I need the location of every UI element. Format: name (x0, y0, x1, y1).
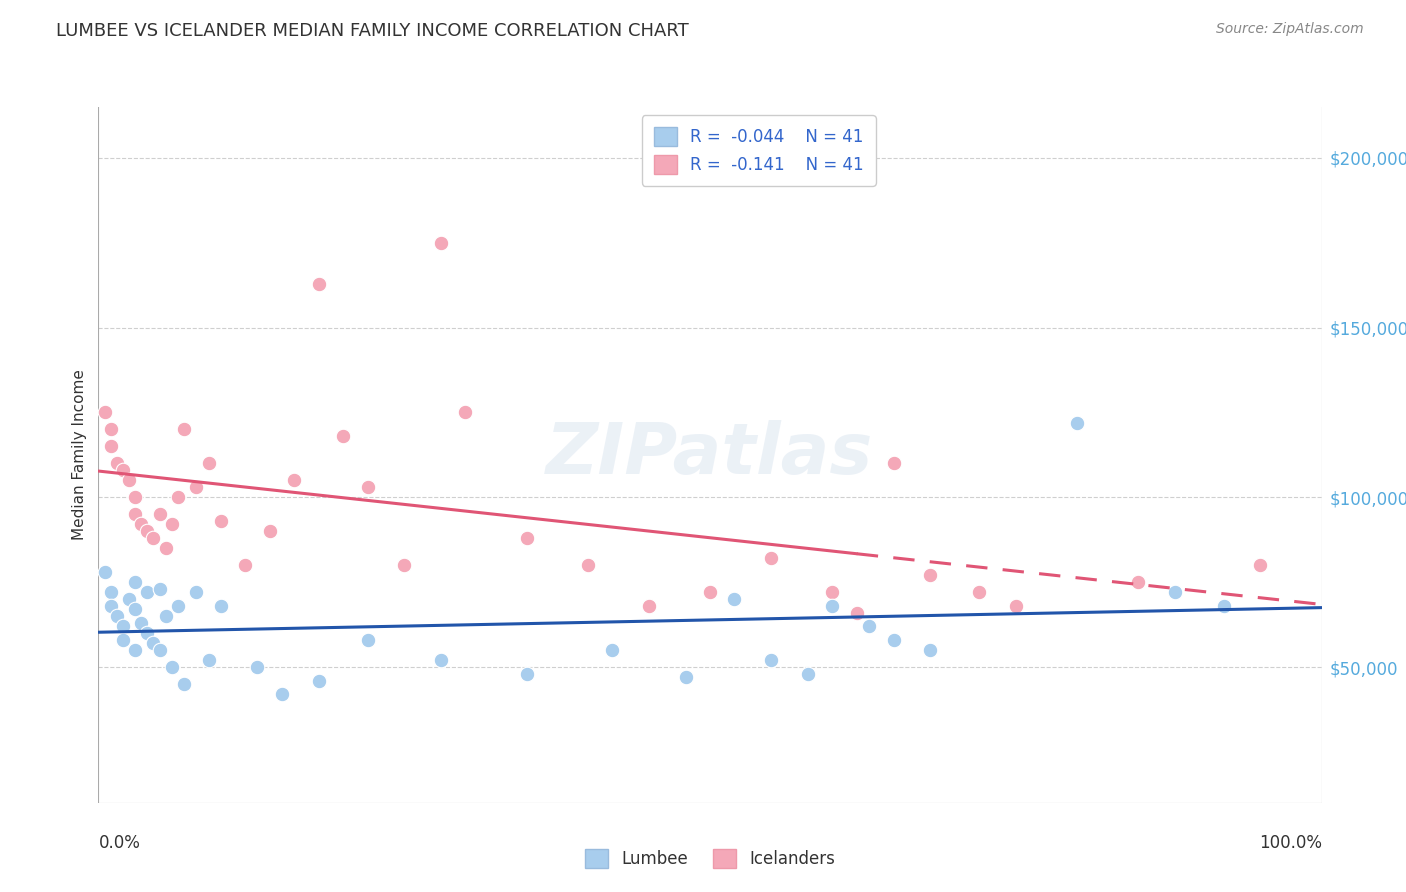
Point (160, 660, 183, 674)
Point (1128, 575, 1150, 590)
Point (675, 670, 697, 684)
Point (1164, 585, 1187, 599)
Point (356, 632, 378, 647)
Point (93, 405, 115, 419)
Point (105, 457, 128, 471)
Point (821, 599, 844, 613)
Point (454, 405, 477, 419)
Point (118, 474, 141, 488)
Point (209, 514, 232, 528)
Point (600, 643, 623, 657)
Point (124, 575, 146, 590)
Text: Source: ZipAtlas.com: Source: ZipAtlas.com (1216, 22, 1364, 37)
Point (883, 632, 905, 647)
Point (111, 632, 134, 647)
Point (920, 568, 942, 582)
Point (761, 653, 783, 667)
Point (283, 474, 305, 488)
Point (136, 524, 159, 539)
Point (118, 592, 141, 607)
Point (93, 565, 115, 579)
Point (197, 653, 219, 667)
Point (100, 422, 122, 436)
Point (111, 619, 134, 633)
Point (430, 653, 453, 667)
Point (136, 585, 159, 599)
Point (515, 531, 537, 545)
Legend: Lumbee, Icelanders: Lumbee, Icelanders (578, 842, 842, 874)
Point (259, 524, 281, 539)
Point (149, 508, 172, 522)
Point (332, 429, 354, 443)
Text: 0.0%: 0.0% (98, 834, 141, 852)
Point (167, 599, 190, 613)
Point (197, 457, 219, 471)
Point (124, 491, 146, 505)
Point (136, 626, 159, 640)
Point (105, 609, 128, 624)
Point (858, 619, 880, 633)
Point (149, 582, 172, 596)
Point (173, 677, 195, 691)
Point (356, 480, 378, 494)
Point (797, 666, 820, 681)
Point (308, 277, 330, 291)
Point (209, 599, 232, 613)
Point (186, 585, 208, 599)
Point (699, 585, 721, 599)
Point (308, 673, 330, 688)
Point (246, 660, 269, 674)
Text: ZIPatlas: ZIPatlas (547, 420, 873, 490)
Point (129, 615, 152, 630)
Point (1212, 599, 1234, 613)
Point (1249, 558, 1271, 573)
Point (149, 643, 172, 657)
Point (129, 517, 152, 532)
Point (142, 531, 165, 545)
Point (233, 558, 256, 573)
Point (124, 508, 146, 522)
Point (111, 463, 134, 477)
Point (100, 599, 122, 613)
Point (155, 609, 177, 624)
Point (186, 480, 208, 494)
Point (173, 422, 195, 436)
Point (967, 585, 990, 599)
Point (430, 235, 453, 250)
Point (515, 666, 537, 681)
Point (100, 585, 122, 599)
Point (100, 439, 122, 453)
Point (392, 558, 416, 573)
Point (124, 643, 146, 657)
Point (155, 541, 177, 556)
Point (160, 517, 183, 532)
Point (845, 606, 868, 620)
Point (638, 599, 661, 613)
Point (920, 643, 942, 657)
Point (761, 551, 783, 566)
Text: 100.0%: 100.0% (1258, 834, 1322, 852)
Point (1004, 599, 1026, 613)
Point (821, 585, 844, 599)
Point (270, 687, 294, 701)
Point (723, 592, 745, 607)
Point (576, 558, 599, 573)
Text: LUMBEE VS ICELANDER MEDIAN FAMILY INCOME CORRELATION CHART: LUMBEE VS ICELANDER MEDIAN FAMILY INCOME… (56, 22, 689, 40)
Point (1066, 416, 1088, 430)
Point (883, 457, 905, 471)
Point (142, 636, 165, 650)
Point (167, 491, 190, 505)
Point (124, 602, 146, 616)
Y-axis label: Median Family Income: Median Family Income (72, 369, 87, 541)
